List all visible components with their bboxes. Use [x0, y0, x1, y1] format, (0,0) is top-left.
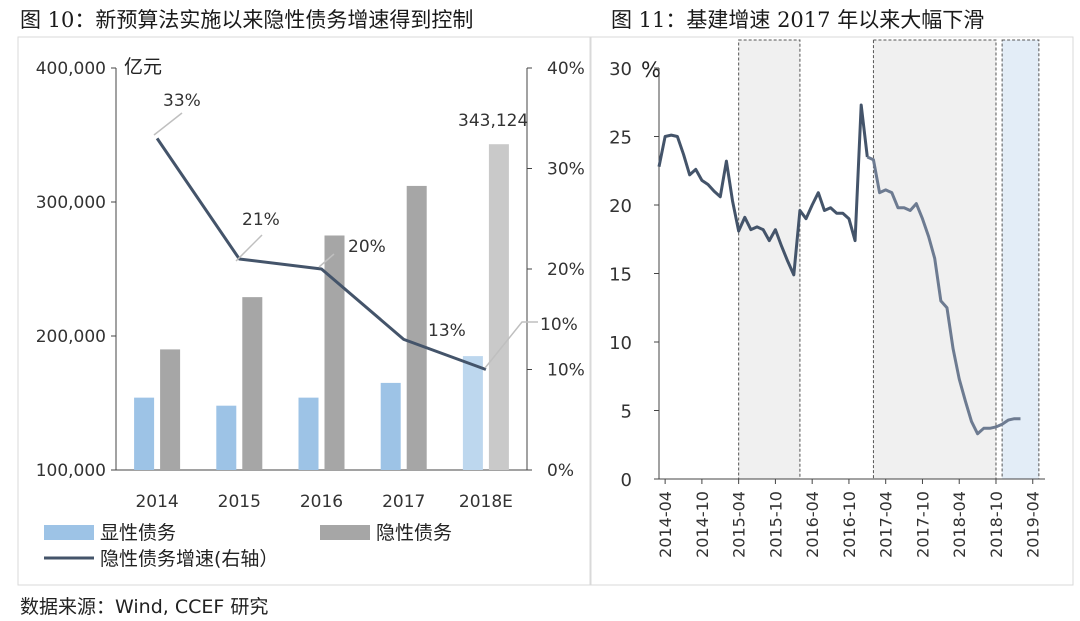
legend-swatch-explicit — [44, 525, 94, 540]
r-x-tick-label-2016-04: 2016-04 — [803, 491, 822, 558]
growth-line-path — [155, 137, 487, 371]
left-panel-frame — [17, 36, 591, 586]
legend-growth: 隐性债务增速(右轴） — [100, 548, 278, 570]
r-x-tick-label-2019-04: 2019-04 — [1024, 491, 1043, 558]
right-panel-frame — [590, 36, 1074, 586]
infra-line-segment-1 — [657, 103, 869, 277]
bar-explicit-2016 — [298, 397, 319, 470]
legend-hidden: 隐性债务 — [376, 522, 452, 544]
left-bars — [134, 144, 509, 471]
r-y-tick-label: 0 — [621, 470, 632, 491]
x-tick-label-2017: 2017 — [382, 492, 425, 512]
r-x-tick-label-2018-10: 2018-10 — [987, 491, 1006, 558]
bar-hidden-2015 — [242, 297, 263, 470]
y-tick-label: 300,000 — [36, 193, 106, 213]
left-ylabel: 亿元 — [124, 56, 162, 78]
annotation-33pct: 33% — [163, 91, 201, 111]
r-y-tick-label: 15 — [609, 265, 632, 286]
infra-line-segment-2 — [866, 155, 1021, 436]
r-x-tick-label-2017-04: 2017-04 — [877, 491, 896, 558]
right-shaded-periods — [738, 39, 1040, 480]
r-x-tick-label-2014-10: 2014-10 — [693, 491, 712, 558]
y-tick-label: 400,000 — [36, 59, 106, 79]
right-x-ticks: 2014-04 2014-10 2015-04 2015-10 2016-04 2016-… — [656, 479, 1043, 558]
annotation-leaders — [153, 112, 538, 369]
y2-tick-label: 0% — [547, 461, 574, 481]
y-tick-label: 200,000 — [36, 327, 106, 347]
y-tick-label: 100,000 — [36, 461, 106, 481]
bar-explicit-2017 — [380, 382, 401, 470]
x-tick-label-2016: 2016 — [300, 492, 343, 512]
right-y-ticks: 0 5 10 15 20 25 30 — [609, 59, 1045, 491]
left-growth-line — [155, 137, 487, 371]
leader-10pct — [484, 321, 538, 369]
y2-tick-label: 20% — [547, 260, 585, 280]
legend-explicit: 显性债务 — [100, 522, 176, 544]
shaded-period-3 — [1001, 39, 1040, 480]
r-y-tick-label: 30 — [609, 59, 632, 80]
shaded-period-1 — [738, 39, 801, 480]
annotation-21pct: 21% — [242, 210, 280, 230]
x-tick-label-2014: 2014 — [135, 492, 178, 512]
y2-tick-label: 10% — [547, 361, 585, 381]
right-chart: % 0 5 10 15 20 25 30 2014-04 2014-10 2015-04 2015… — [609, 39, 1045, 558]
bar-explicit-2018E — [462, 356, 483, 470]
r-x-tick-label-2018-04: 2018-04 — [950, 491, 969, 558]
bar-hidden-2016 — [324, 235, 345, 470]
r-y-tick-label: 10 — [609, 333, 632, 354]
left-chart: 亿元 100,000 200,000 300,000 400,000 0% 10% 20%… — [36, 56, 585, 570]
bar-hidden-2017 — [406, 185, 427, 471]
y2-tick-label: 40% — [547, 59, 585, 79]
r-x-tick-label-2015-10: 2015-10 — [766, 491, 785, 558]
r-x-tick-label-2015-04: 2015-04 — [730, 491, 749, 558]
r-x-tick-label-2016-10: 2016-10 — [840, 491, 859, 558]
annotation-10pct: 10% — [540, 315, 578, 335]
bar-explicit-2014 — [134, 397, 155, 470]
right-infra-line — [657, 103, 1021, 436]
annotation-13pct: 13% — [428, 321, 466, 341]
x-tick-label-2015: 2015 — [218, 492, 261, 512]
leader-21pct — [235, 234, 263, 262]
y2-tick-label: 30% — [547, 160, 585, 180]
left-x-ticks: 2014 2015 2016 2017 2018E — [135, 492, 512, 512]
left-y-ticks: 100,000 200,000 300,000 400,000 — [36, 59, 117, 481]
r-y-tick-label: 5 — [621, 402, 632, 423]
r-y-tick-label: 25 — [609, 128, 632, 149]
leader-20pct — [318, 253, 335, 268]
legend-swatch-hidden — [320, 525, 370, 540]
right-ylabel: % — [641, 58, 661, 82]
r-x-tick-label-2017-10: 2017-10 — [913, 491, 932, 558]
r-y-tick-label: 20 — [609, 196, 632, 217]
chart-title-left: 图 10：新预算法实施以来隐性债务增速得到控制 — [20, 8, 474, 32]
bar-explicit-2015 — [216, 405, 237, 470]
annotation-20pct: 20% — [348, 237, 386, 257]
annotation-343124: 343,124 — [458, 111, 528, 131]
leader-33pct — [153, 112, 183, 136]
left-y2-ticks: 0% 10% 20% 30% 40% — [116, 59, 585, 481]
chart-title-right: 图 11：基建增速 2017 年以来大幅下滑 — [611, 8, 985, 32]
bar-hidden-2018E — [488, 144, 509, 470]
r-x-tick-label-2014-04: 2014-04 — [656, 491, 675, 558]
bar-hidden-2014 — [160, 349, 181, 470]
data-source-note: 数据来源：Wind, CCEF 研究 — [20, 596, 269, 618]
x-tick-label-2018E: 2018E — [459, 492, 513, 512]
